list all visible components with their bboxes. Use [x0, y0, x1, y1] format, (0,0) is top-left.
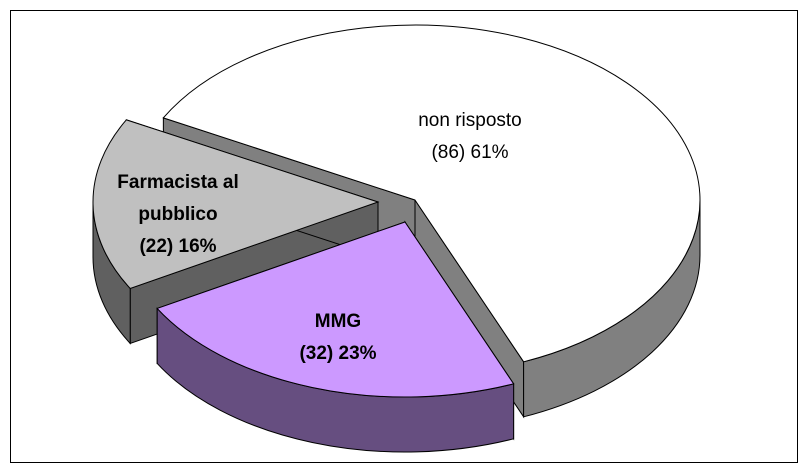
category-label: Farmacista al pubblico — [117, 172, 239, 225]
slice — [92, 119, 380, 290]
slice — [162, 24, 701, 363]
slice-label: non risposto (86) 61% — [370, 105, 570, 169]
value-label: (86) 61% — [431, 142, 509, 163]
category-label: MMG — [314, 311, 362, 332]
slice-label: MMG (32) 23% — [238, 306, 438, 370]
value-label: (22) 16% — [139, 236, 217, 257]
category-label: non risposto — [418, 110, 522, 131]
value-label: (32) 23% — [299, 343, 377, 364]
slice — [156, 221, 515, 398]
slice-label: Farmacista al pubblico (22) 16% — [103, 167, 253, 263]
pie — [92, 24, 701, 453]
